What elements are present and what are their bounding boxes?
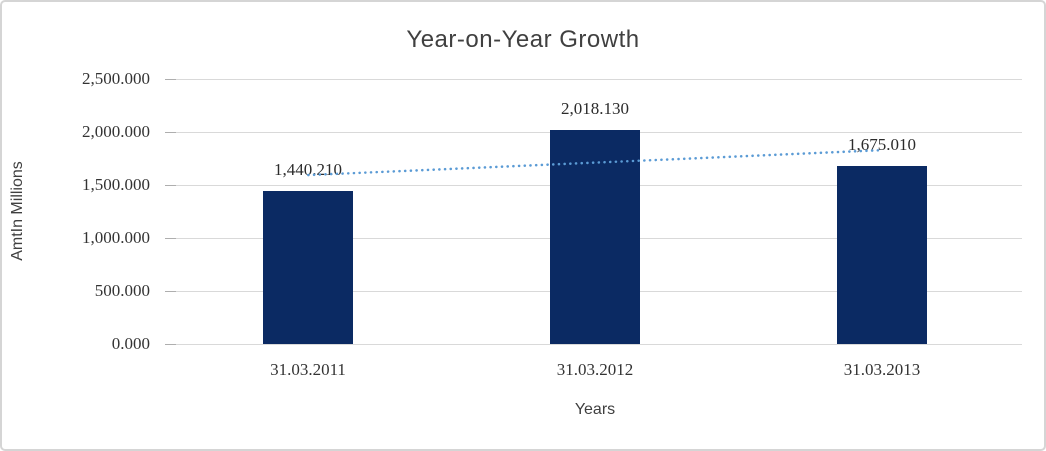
y-tick-label: 2,000.000 bbox=[82, 122, 150, 141]
x-tick-label: 31.03.2011 bbox=[270, 360, 346, 379]
y-tick-label: 0.000 bbox=[111, 334, 150, 353]
chart-title: Year-on-Year Growth bbox=[406, 26, 640, 53]
bar bbox=[263, 191, 353, 344]
axis-tick bbox=[165, 344, 176, 345]
axis-tick bbox=[165, 79, 176, 80]
axis-tick bbox=[165, 185, 176, 186]
axis-tick bbox=[165, 291, 176, 292]
bar bbox=[550, 130, 640, 344]
bar-value-label: 2,018.130 bbox=[561, 99, 629, 118]
gridline bbox=[165, 79, 1022, 80]
x-axis-title: Years bbox=[574, 401, 616, 418]
x-tick-label: 31.03.2013 bbox=[843, 360, 921, 379]
bar bbox=[837, 166, 927, 344]
bar-value-label: 1,675.010 bbox=[848, 135, 916, 154]
axis-tick bbox=[165, 132, 176, 133]
axis-tick bbox=[165, 238, 176, 239]
y-tick-label: 2,500.000 bbox=[82, 69, 150, 88]
gridline bbox=[165, 344, 1022, 345]
y-tick-label: 500.000 bbox=[94, 281, 150, 300]
y-tick-label: 1,500.000 bbox=[82, 175, 150, 194]
bar-value-label: 1,440.210 bbox=[274, 160, 342, 179]
y-tick-label: 1,000.000 bbox=[82, 228, 150, 247]
x-tick-label: 31.03.2012 bbox=[556, 360, 634, 379]
